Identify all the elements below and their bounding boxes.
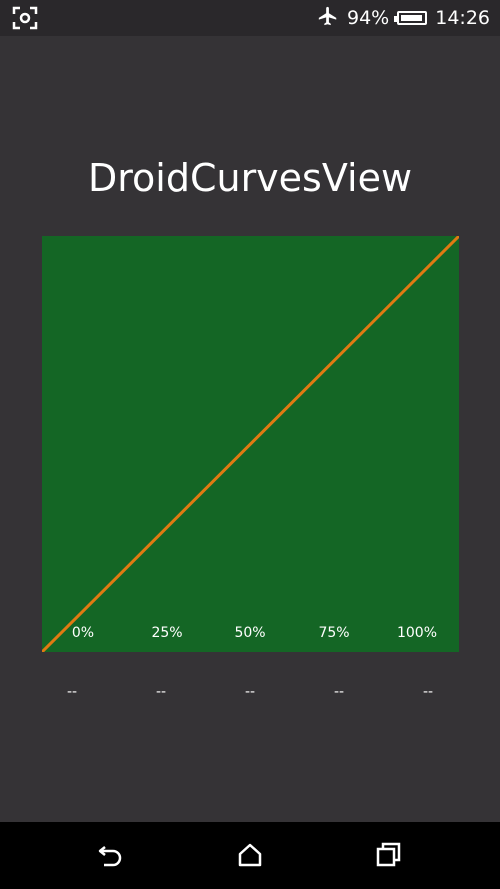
recents-icon[interactable] <box>374 840 404 870</box>
home-icon[interactable] <box>235 840 265 870</box>
airplane-mode-icon <box>317 5 339 32</box>
curve-chart[interactable]: 0% 25% 50% 75% 100% <box>42 236 459 652</box>
x-tick-label: 100% <box>396 625 438 641</box>
status-bar: 94% 14:26 <box>0 0 500 36</box>
back-icon[interactable] <box>96 840 126 870</box>
value-readout: -- <box>155 684 167 700</box>
value-readout: -- <box>244 684 256 700</box>
curve-chart-svg <box>42 236 459 652</box>
x-tick-label: 0% <box>71 625 95 641</box>
curve-line-0 <box>42 236 459 652</box>
battery-percent: 94% <box>347 7 390 29</box>
clock: 14:26 <box>435 7 490 29</box>
page-title: DroidCurvesView <box>87 156 413 200</box>
value-readout: -- <box>333 684 345 700</box>
x-tick-label: 75% <box>318 625 350 641</box>
value-readout: -- <box>66 684 78 700</box>
battery-icon <box>394 11 428 25</box>
value-readouts: -- -- -- -- -- <box>0 684 500 704</box>
x-tick-label: 25% <box>151 625 183 641</box>
x-tick-label: 50% <box>234 625 266 641</box>
value-readout: -- <box>422 684 434 700</box>
screenshot-icon <box>12 6 38 30</box>
navigation-bar <box>0 822 500 889</box>
